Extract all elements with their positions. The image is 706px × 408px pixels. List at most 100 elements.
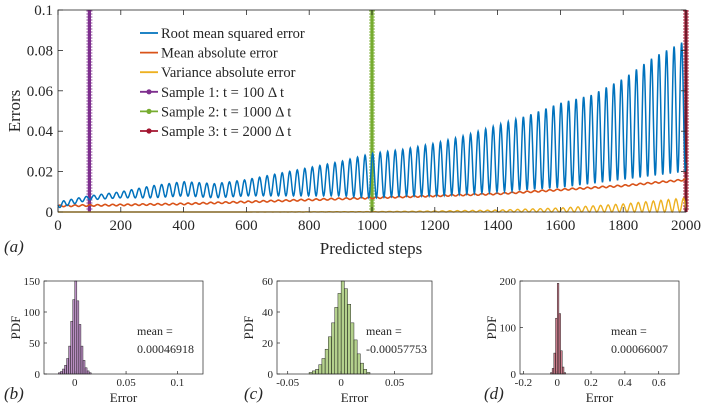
x-tick-label: 0.1: [170, 377, 184, 389]
histogram-bar: [324, 348, 329, 375]
y-tick-label: 0.08: [27, 43, 53, 59]
histogram-bar: [70, 321, 73, 375]
y-tick-label: 200: [500, 276, 517, 288]
histogram-bar: [347, 304, 351, 375]
x-tick-label: 400: [172, 218, 195, 234]
x-tick-label: 800: [298, 218, 321, 234]
y-tick-label: 100: [24, 307, 41, 319]
x-axis-label: Error: [341, 390, 369, 405]
y-tick-label: 0: [46, 205, 54, 221]
legend-label: Sample 2: t = 1000 Δ t: [161, 104, 291, 120]
histogram-bar: [328, 336, 332, 375]
mean-annotation-label: mean =: [137, 324, 173, 338]
histogram-bar: [86, 370, 90, 375]
histogram-bar: [551, 368, 555, 375]
histogram-bar: [318, 364, 323, 375]
y-tick-label: 0.04: [27, 124, 54, 140]
y-axis-label: PDF: [241, 316, 256, 340]
x-tick-label: 0: [338, 377, 344, 389]
x-tick-label: 0.4: [618, 377, 632, 389]
x-tick-label: 1000: [357, 218, 387, 234]
histogram-bar: [60, 371, 63, 375]
histogram-bar: [82, 360, 86, 375]
histogram-plot-area: [520, 281, 679, 374]
y-tick-label: 0: [35, 369, 41, 381]
y-axis-label: PDF: [8, 316, 23, 340]
legend-item-s2: Sample 2: t = 1000 Δ t: [140, 104, 291, 120]
histogram-bar: [78, 324, 82, 375]
sample-line-s1: [86, 10, 93, 212]
histogram-bar: [84, 367, 88, 375]
mean-annotation-label: mean =: [366, 324, 402, 338]
legend-item-vae: Variance absolute error: [140, 65, 296, 81]
x-axis-label: Error: [110, 390, 138, 405]
x-tick-label: -0.05: [276, 377, 299, 389]
histogram-bar: [560, 350, 563, 375]
series-line-rmse: [57, 42, 687, 209]
histogram-bar: [72, 299, 75, 375]
legend-item-mae: Mean absolute error: [140, 46, 278, 62]
x-tick-label: -0.2: [515, 377, 532, 389]
histogram-axes-box: [276, 280, 433, 375]
x-tick-label: 0.2: [584, 377, 598, 389]
legend-item-rmse: Root mean squared error: [140, 26, 305, 42]
histogram-bar: [321, 358, 326, 375]
x-tick-label: 1600: [545, 218, 575, 234]
legend-label: Sample 1: t = 100 Δ t: [161, 85, 284, 101]
x-axis-label: Predicted steps: [320, 239, 422, 258]
series-line-mae: [57, 178, 687, 208]
legend-marker: [146, 89, 152, 95]
x-tick-label: 0: [72, 377, 78, 389]
y-tick-label: 0.06: [27, 84, 54, 100]
histogram-bar: [312, 370, 316, 375]
x-tick-label: 2000: [671, 218, 701, 234]
x-tick-label: 0: [554, 377, 560, 389]
panel-label-c: (c): [244, 384, 263, 403]
y-tick-label: 0.02: [27, 165, 53, 181]
x-axis-label: Error: [586, 390, 614, 405]
x-tick-label: 600: [235, 218, 258, 234]
legend-box: [135, 20, 325, 142]
histogram-bar: [553, 352, 556, 375]
x-tick-label: 0.6: [652, 377, 666, 389]
x-tick-label: 1200: [420, 218, 450, 234]
histogram-bar: [555, 317, 558, 375]
panel-label-b: (b): [4, 384, 24, 403]
histogram-panel-b: 0 0.05 0.1 0 50 100 150 Error PDF mean = 0.0004691…: [4, 276, 204, 405]
mean-annotation-label: mean =: [611, 324, 647, 338]
legend-label: Mean absolute error: [161, 46, 278, 62]
legend-item-s3: Sample 3: t = 2000 Δ t: [140, 124, 291, 140]
y-tick-label: 0.1: [34, 3, 53, 19]
sample-line-s2: [369, 10, 375, 212]
histogram-bar: [331, 322, 335, 375]
y-tick-label: 50: [29, 338, 41, 350]
histogram-bar: [340, 280, 345, 375]
x-tick-label: 1400: [483, 218, 513, 234]
histogram-bar: [562, 366, 565, 375]
legend-marker: [146, 108, 152, 114]
legend-item-s1: Sample 1: t = 100 Δ t: [140, 85, 284, 101]
mean-annotation-value: 0.00066007: [611, 342, 668, 356]
histogram-bar: [80, 345, 84, 375]
y-tick-label: 100: [500, 323, 517, 335]
x-tick-label: 1800: [608, 218, 638, 234]
histogram-bar: [315, 369, 319, 375]
y-axis-label: Errors: [5, 90, 24, 132]
histogram-bar: [76, 300, 80, 375]
x-tick-label: 0: [54, 218, 62, 234]
histogram-axes-box: [43, 280, 204, 375]
y-tick-label: 60: [262, 276, 274, 288]
histogram-bar: [334, 307, 339, 375]
histogram-bar: [356, 353, 361, 375]
y-tick-label: 0: [511, 369, 517, 381]
histogram-bar: [558, 313, 561, 375]
legend-label: Variance absolute error: [161, 65, 296, 81]
x-tick-label: 200: [110, 218, 133, 234]
histogram-bar: [344, 288, 348, 375]
histogram-bar: [337, 293, 342, 375]
histogram-bar: [350, 322, 355, 375]
legend-label: Sample 3: t = 2000 Δ t: [161, 124, 291, 140]
histogram-bar: [64, 365, 67, 375]
